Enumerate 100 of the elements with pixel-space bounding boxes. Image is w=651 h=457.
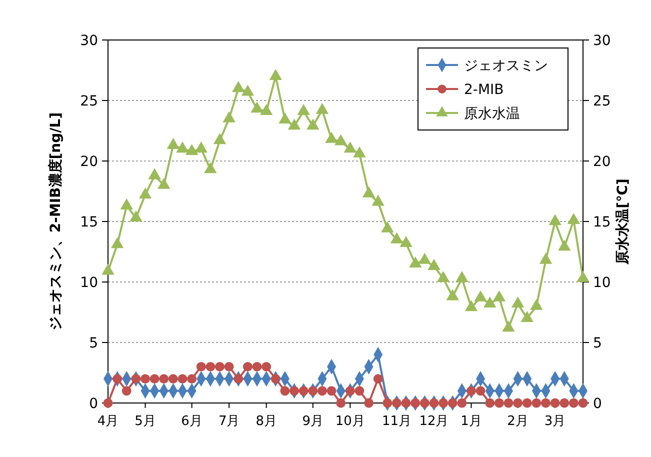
y-tick-label: 15 xyxy=(80,214,98,230)
point xyxy=(446,289,459,300)
point xyxy=(278,112,292,124)
point xyxy=(502,320,515,332)
point xyxy=(567,212,580,224)
y-tick-label: 20 xyxy=(80,154,98,170)
point xyxy=(541,398,550,408)
legend-label: ジェオスミン xyxy=(464,58,548,74)
point xyxy=(120,198,133,210)
point xyxy=(410,398,420,408)
point xyxy=(176,142,189,153)
point xyxy=(520,310,534,322)
point xyxy=(206,362,216,372)
point xyxy=(548,214,562,226)
point xyxy=(298,386,308,396)
point xyxy=(457,398,467,408)
point xyxy=(560,398,570,408)
point xyxy=(456,271,468,282)
legend-label: 2-MIB xyxy=(464,82,504,98)
point xyxy=(364,398,374,408)
point xyxy=(112,374,122,384)
x-tick-label: 12月 xyxy=(419,414,449,429)
point xyxy=(353,146,366,158)
point xyxy=(241,84,254,96)
point xyxy=(250,102,264,113)
point xyxy=(242,362,252,372)
point xyxy=(325,132,338,143)
point xyxy=(485,398,495,408)
legend-label: 原水水温 xyxy=(464,106,520,122)
point xyxy=(204,162,217,174)
point xyxy=(373,374,383,384)
point xyxy=(280,386,290,396)
point xyxy=(215,362,224,372)
y-tick-label: 10 xyxy=(80,274,98,291)
point xyxy=(158,178,170,189)
point xyxy=(381,221,394,232)
point xyxy=(187,374,197,384)
x-tick-label: 8月 xyxy=(256,414,277,429)
point xyxy=(390,232,404,244)
point xyxy=(539,252,552,264)
point xyxy=(269,68,282,80)
point xyxy=(224,362,234,372)
point xyxy=(232,81,245,92)
point xyxy=(522,398,532,408)
point xyxy=(436,271,450,282)
point xyxy=(558,240,571,251)
point xyxy=(252,362,262,372)
point xyxy=(576,271,590,282)
point xyxy=(408,256,422,268)
point xyxy=(110,237,124,248)
point xyxy=(316,102,329,114)
point xyxy=(140,374,150,384)
x-tick-label: 6月 xyxy=(181,414,202,429)
point xyxy=(464,300,478,312)
x-tick-label: 5月 xyxy=(134,414,156,429)
point xyxy=(420,398,430,408)
point xyxy=(317,386,327,396)
point xyxy=(122,386,132,396)
point xyxy=(166,138,180,149)
point xyxy=(494,398,504,408)
point xyxy=(448,398,458,408)
y2-tick-label: 20 xyxy=(593,154,611,170)
y2-tick-label: 30 xyxy=(593,32,611,49)
point xyxy=(270,374,280,384)
point xyxy=(532,398,542,408)
point xyxy=(492,290,506,302)
x-tick-label: 2月 xyxy=(507,414,528,429)
point xyxy=(260,104,273,116)
point xyxy=(297,104,310,116)
y2-tick-label: 10 xyxy=(593,274,611,291)
point xyxy=(476,386,486,396)
point xyxy=(159,374,169,384)
point xyxy=(344,142,357,153)
point xyxy=(382,398,392,408)
y2-tick-label: 0 xyxy=(593,396,602,412)
point xyxy=(150,374,160,384)
point xyxy=(474,290,487,302)
x-tick-label: 9月 xyxy=(302,414,324,429)
y2-axis-title: 原水水温[℃] xyxy=(615,178,631,266)
point xyxy=(148,168,161,180)
point xyxy=(392,398,402,408)
x-tick-label: 11月 xyxy=(382,414,412,429)
point xyxy=(550,398,560,408)
y-tick-label: 25 xyxy=(80,93,98,110)
y-axis-title: ジェオスミン、2-MIB濃度[ng/L] xyxy=(47,112,64,331)
point xyxy=(336,398,346,408)
point xyxy=(178,374,188,384)
point xyxy=(326,386,336,396)
x-tick-label: 1月 xyxy=(460,414,482,429)
point xyxy=(194,142,208,153)
point xyxy=(102,264,114,275)
point xyxy=(401,398,411,408)
point xyxy=(334,134,348,146)
point xyxy=(130,210,142,222)
point xyxy=(362,186,376,198)
point xyxy=(288,118,301,130)
point xyxy=(530,298,543,310)
point xyxy=(308,386,318,396)
y2-tick-label: 15 xyxy=(593,214,611,230)
point xyxy=(234,374,244,384)
